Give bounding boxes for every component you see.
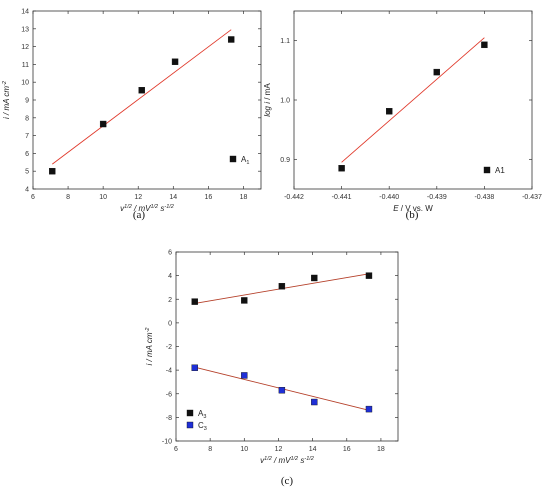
data-point bbox=[191, 298, 198, 305]
data-point bbox=[433, 68, 440, 76]
legend-label: A1 bbox=[241, 155, 249, 166]
y-tick-label: 14 bbox=[21, 9, 29, 16]
chart-1: 6 8 10 12 14 16 18 4 5 6 7 8 9 10 11 12 13 14 v1/2 / mV1/2… bbox=[2, 9, 262, 221]
x-tick-label: 8 bbox=[208, 446, 212, 453]
data-point bbox=[171, 58, 179, 65]
legend-label: A1 bbox=[495, 166, 505, 175]
y-tick-label: 13 bbox=[21, 26, 29, 33]
series-1: A1 bbox=[338, 37, 505, 175]
y-tick-label: 4 bbox=[168, 273, 172, 280]
data-point bbox=[227, 36, 235, 43]
legend-marker bbox=[483, 166, 491, 174]
plot-frame bbox=[175, 251, 399, 442]
chart-3: 6 8 10 12 14 16 18 -10 -8 -6 -4 -2 0 2 4 6 v1/2 / mV1/2 … bbox=[145, 250, 399, 487]
x-tick-label: 12 bbox=[134, 194, 142, 201]
data-point bbox=[481, 41, 488, 49]
legend-marker bbox=[186, 421, 194, 429]
y-tick-label: 6 bbox=[168, 250, 172, 257]
legend-label: A3 bbox=[198, 409, 206, 420]
data-point bbox=[99, 120, 107, 128]
y-tick-label: 5 bbox=[25, 169, 29, 176]
data-point bbox=[311, 274, 318, 282]
panel-label: (b) bbox=[406, 209, 419, 221]
x-tick-label: -0.441 bbox=[332, 194, 352, 201]
data-point bbox=[365, 272, 373, 279]
x-axis-label: E / V vs. W bbox=[393, 204, 433, 213]
x-tick-label: 14 bbox=[169, 194, 177, 201]
legend-marker bbox=[186, 409, 194, 417]
x-tick-label: 6 bbox=[174, 446, 178, 453]
data-point bbox=[241, 297, 248, 304]
x-tick-label: 10 bbox=[240, 446, 248, 453]
x-tick-label: 14 bbox=[309, 446, 317, 453]
legend-marker bbox=[229, 155, 237, 163]
data-point bbox=[191, 364, 198, 371]
y-tick-label: -10 bbox=[162, 439, 172, 446]
x-tick-label: -0.438 bbox=[474, 194, 494, 201]
fit-line bbox=[341, 37, 485, 163]
x-axis-label: v1/2 / mV1/2 s-1/2 bbox=[260, 456, 314, 465]
plot-frame bbox=[32, 10, 262, 190]
y-axis-label: log i / mA bbox=[263, 83, 272, 117]
data-point bbox=[278, 283, 286, 290]
x-tick-label: 10 bbox=[99, 194, 107, 201]
y-tick-label: 9 bbox=[25, 98, 29, 105]
data-point bbox=[49, 167, 56, 175]
y-tick-label: 10 bbox=[21, 80, 29, 87]
y-tick-label: 6 bbox=[25, 151, 29, 158]
y-tick-label: -2 bbox=[166, 344, 172, 351]
y-tick-label: 7 bbox=[25, 133, 29, 140]
y-tick-label: -4 bbox=[166, 368, 172, 375]
x-tick-label: 18 bbox=[240, 194, 248, 201]
series-1: A1 bbox=[49, 29, 249, 175]
data-point bbox=[365, 405, 373, 413]
y-tick-label: 0.9 bbox=[280, 157, 290, 164]
series-1: A3 bbox=[186, 272, 373, 420]
data-point bbox=[311, 398, 318, 406]
x-tick-label: 18 bbox=[377, 446, 385, 453]
x-tick-label: 6 bbox=[31, 194, 35, 201]
y-tick-label: 8 bbox=[25, 115, 29, 122]
y-tick-label: 11 bbox=[22, 62, 29, 69]
chart-2: -0.442 -0.441 -0.440 -0.439 -0.438 -0.437 0.9 1… bbox=[263, 10, 542, 221]
x-tick-label: -0.442 bbox=[284, 194, 304, 201]
panel-label: (a) bbox=[133, 209, 146, 221]
y-axis-label: i / mA cm-2 bbox=[2, 81, 11, 119]
series-2: C3 bbox=[186, 364, 373, 432]
data-point bbox=[241, 372, 248, 379]
y-tick-label: 2 bbox=[168, 297, 172, 304]
data-point bbox=[278, 387, 286, 394]
x-tick-label: -0.437 bbox=[522, 194, 542, 201]
y-tick-label: 12 bbox=[21, 44, 29, 51]
x-tick-label: 12 bbox=[275, 446, 283, 453]
x-tick-label: -0.440 bbox=[379, 194, 399, 201]
y-tick-label: 1.0 bbox=[280, 98, 290, 105]
x-tick-label: -0.439 bbox=[427, 194, 447, 201]
fit-line bbox=[52, 29, 232, 165]
y-tick-label: -8 bbox=[166, 415, 172, 422]
y-tick-label: 4 bbox=[25, 187, 29, 194]
x-tick-label: 16 bbox=[204, 194, 212, 201]
y-axis-label: i / mA cm-2 bbox=[145, 328, 154, 366]
data-point bbox=[138, 87, 145, 94]
y-tick-label: 1.1 bbox=[280, 38, 290, 45]
data-point bbox=[338, 165, 345, 172]
y-tick-label: -6 bbox=[166, 391, 172, 398]
data-point bbox=[386, 108, 393, 115]
x-tick-label: 8 bbox=[66, 194, 70, 201]
y-tick-label: 0 bbox=[168, 320, 172, 327]
panel-label: (c) bbox=[281, 475, 294, 487]
legend-label: C3 bbox=[198, 421, 207, 432]
x-tick-label: 16 bbox=[343, 446, 351, 453]
x-axis-label: v1/2 / mV1/2 s-1/2 bbox=[120, 204, 174, 213]
